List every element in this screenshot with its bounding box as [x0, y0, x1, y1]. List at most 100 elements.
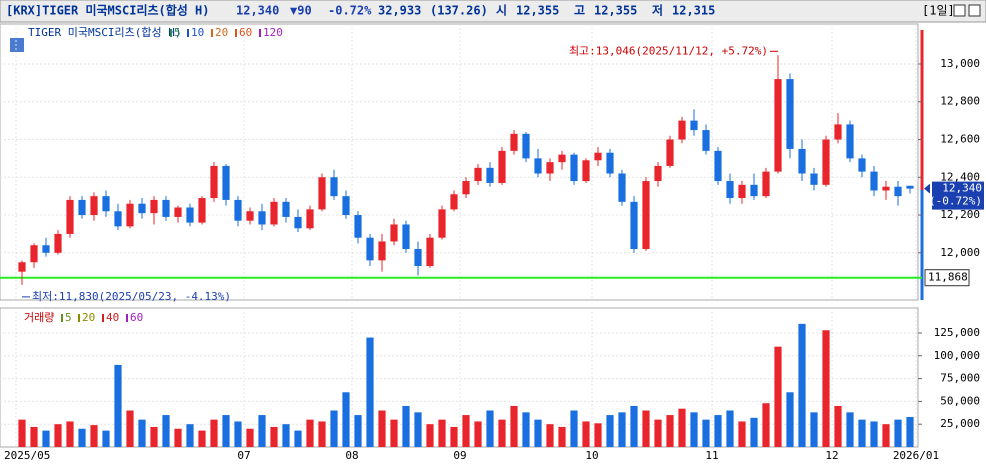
- volume-legend-name: 거래량: [24, 311, 54, 324]
- last-price-box: [932, 181, 984, 210]
- open-label: 시: [496, 4, 507, 18]
- volume-bar: [102, 430, 110, 447]
- x-tick-label: 08: [345, 449, 358, 462]
- x-tick-label: 09: [453, 449, 466, 462]
- x-tick-label: 12: [825, 449, 838, 462]
- volume-bar: [426, 424, 434, 447]
- candle-body: [474, 167, 482, 182]
- volume-bar: [318, 421, 326, 447]
- volume-bar: [762, 403, 770, 447]
- price-panel: [0, 23, 919, 301]
- volume-bar: [714, 415, 722, 447]
- volume-bar: [642, 410, 650, 447]
- volume-bar: [474, 421, 482, 447]
- volume-bar: [522, 412, 530, 447]
- volume-bar: [174, 428, 182, 447]
- candle-body: [78, 199, 86, 216]
- ref-label: 11,868: [928, 271, 968, 284]
- volume-bar: [858, 419, 866, 447]
- last-pct: (-0.72%): [929, 195, 982, 208]
- y-tick-label: 12,600: [940, 133, 980, 146]
- volume-bar: [222, 415, 230, 447]
- volume-bar: [150, 426, 158, 447]
- icon[interactable]: [10, 38, 24, 52]
- volume-bar: [162, 415, 170, 447]
- y-tick-label: 12,200: [940, 208, 980, 221]
- candle-body: [54, 233, 62, 253]
- volume-bar: [906, 416, 914, 447]
- volume-bar: [666, 415, 674, 447]
- y-tick-label: 12,400: [940, 170, 980, 183]
- candle-body: [414, 249, 422, 267]
- last-price: 12,340: [942, 182, 982, 195]
- volume-bar: [870, 421, 878, 447]
- price: 12,340: [236, 4, 279, 18]
- candle-body: [666, 139, 674, 166]
- candle-body: [558, 154, 566, 163]
- volume-bar: [114, 364, 122, 447]
- volume-bar: [258, 415, 266, 447]
- restore-button[interactable]: [953, 4, 966, 17]
- candle-body: [606, 152, 614, 174]
- candle-body: [354, 215, 362, 238]
- legend-entry: 5: [174, 26, 181, 39]
- candle-body: [522, 133, 530, 159]
- x-tick-label: 2025/05: [4, 449, 50, 462]
- x-tick-label: 11: [705, 449, 718, 462]
- volume-bar: [198, 430, 206, 447]
- candle-body: [834, 124, 842, 140]
- legend-entry: 40: [106, 311, 119, 324]
- candle-body: [246, 211, 254, 221]
- candle-body: [18, 262, 26, 272]
- legend-entry: 120: [263, 26, 283, 39]
- candle-body: [270, 201, 278, 225]
- candle-body: [798, 148, 806, 174]
- volume-bar: [882, 424, 890, 447]
- volume-bar: [630, 405, 638, 447]
- volume-bar: [558, 426, 566, 447]
- candle-body: [330, 177, 338, 197]
- close-button[interactable]: [968, 4, 981, 17]
- legend-swatch: [187, 29, 189, 37]
- y2-tick-label: 125,000: [934, 326, 980, 339]
- ref-label-box: [924, 269, 970, 287]
- legend-entry: 60: [130, 311, 143, 324]
- legend-swatch: [170, 29, 172, 37]
- candle-body: [594, 152, 602, 161]
- volume-bar: [546, 424, 554, 447]
- open: 12,355: [516, 4, 559, 18]
- volume-bar: [618, 412, 626, 447]
- candle-body: [150, 199, 158, 214]
- candle-body: [498, 150, 506, 183]
- last-price-pointer: [924, 183, 930, 194]
- candle-body: [906, 185, 914, 189]
- y-tick-label: 13,000: [940, 57, 980, 70]
- candle-body: [318, 177, 326, 210]
- volume-bar: [90, 425, 98, 447]
- candle-body: [882, 186, 890, 191]
- volume-pct: (137.26): [430, 4, 488, 18]
- volume-bar: [486, 410, 494, 447]
- y2-tick-label: 100,000: [934, 349, 980, 362]
- volume-bar: [246, 428, 254, 447]
- candle-body: [762, 171, 770, 197]
- candle-body: [714, 150, 722, 182]
- period[interactable]: [1일]: [922, 4, 955, 18]
- volume-bar: [210, 419, 218, 447]
- volume-bar: [810, 412, 818, 447]
- candle-body: [390, 224, 398, 242]
- candle-body: [846, 124, 854, 159]
- volume-bar: [78, 428, 86, 447]
- legend-swatch: [126, 314, 128, 322]
- volume-bar: [270, 426, 278, 447]
- volume: 32,933: [378, 4, 421, 18]
- candle-body: [738, 184, 746, 199]
- candle-body: [750, 184, 758, 197]
- candle-body: [66, 199, 74, 234]
- volume-bar: [570, 410, 578, 447]
- candle-body: [618, 173, 626, 202]
- volume-bar: [450, 426, 458, 447]
- candle-body: [858, 158, 866, 172]
- volume-bar: [798, 323, 806, 447]
- volume-bar: [66, 421, 74, 447]
